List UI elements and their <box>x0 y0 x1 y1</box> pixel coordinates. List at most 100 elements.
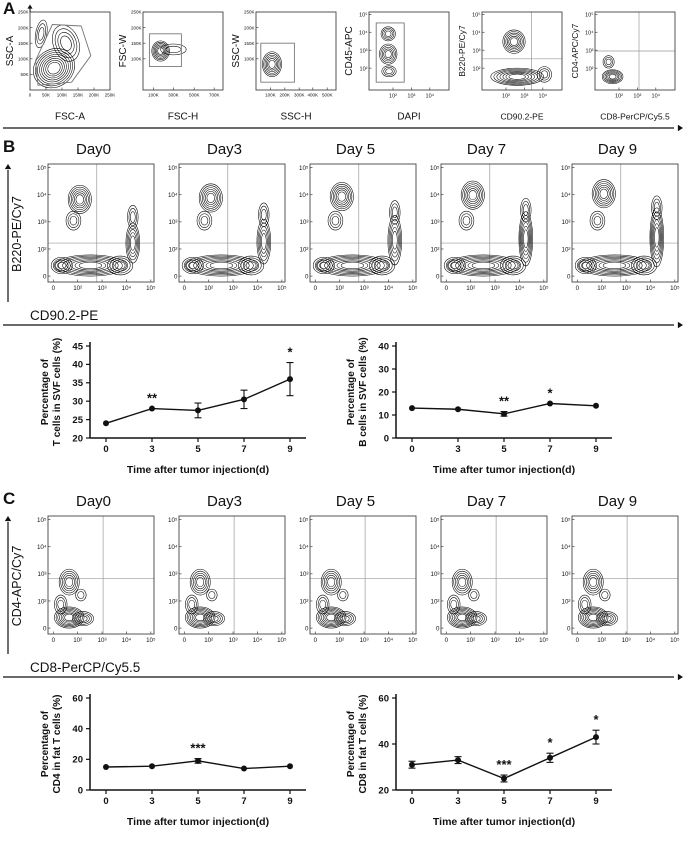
svg-text:10³: 10³ <box>431 219 440 226</box>
svg-text:10⁴: 10⁴ <box>515 285 525 292</box>
svg-text:40: 40 <box>72 360 83 371</box>
gate-outline <box>260 42 295 83</box>
svg-text:700K: 700K <box>209 93 220 98</box>
svg-text:10⁵: 10⁵ <box>472 11 480 18</box>
panel-a: A 0 50K 100K 150K 200K 250K 50K 100K 150K 200K 250… <box>0 0 685 134</box>
panel-a-x-axis-arrow <box>3 124 683 132</box>
svg-text:10⁵: 10⁵ <box>539 285 549 292</box>
chart-cd4-fat-t: 0 20 40 60 0 3 5 7 9 *** Percentage of CD4 in fat T… <box>34 686 314 838</box>
svg-text:10⁵: 10⁵ <box>277 285 287 292</box>
tick-labels: 0 10² 10³ 10⁴ 10⁵ 0 10² 10³ 10⁴ 10⁵ <box>299 165 418 292</box>
svg-text:10⁴: 10⁴ <box>646 637 656 644</box>
chart-y-label: Percentage of <box>346 358 357 425</box>
day-header: Day 7 <box>466 492 507 510</box>
svg-text:100K: 100K <box>265 93 276 98</box>
tick-labels: 0 10² 10³ 10⁴ 10⁵ 0 10² 10³ 10⁴ 10⁵ <box>430 165 549 292</box>
tick-labels: 0 10² 10³ 10⁴ 10⁵ 0 10² 10³ 10⁴ 10⁵ <box>37 165 156 292</box>
svg-text:150K: 150K <box>18 41 29 46</box>
tick-labels: 10² 10³ 10⁴ 10² 10³ 10⁴ 10⁵ <box>472 11 548 99</box>
x-axis-arrow <box>3 673 683 681</box>
contour-population <box>379 26 398 78</box>
x-axis-label: CD90.2-PE <box>501 112 544 122</box>
svg-text:300K: 300K <box>294 93 305 98</box>
x-axis-label: DAPI <box>397 112 420 123</box>
y-axis-label: CD45-APC <box>344 26 355 75</box>
contour-population <box>316 568 356 629</box>
contour-population <box>601 55 624 85</box>
panel-a-label: A <box>3 0 16 18</box>
panel-c-charts: 0 20 40 60 0 3 5 7 9 *** Percentage of CD4 in fat T… <box>0 686 685 838</box>
flow-plot: 0 10² 10³ 10⁴ 10⁵ 0 10² 10³ 10⁴ 10⁵ <box>299 515 418 644</box>
svg-text:***: *** <box>496 757 512 772</box>
panel-c-flow-row: 0 10² 10³ 10⁴ 10⁵ 0 10² 10³ 10⁴ 10⁵ 0 10² 10³ 10⁴ 10⁵ 0… <box>28 512 683 660</box>
y-axis-arrow <box>4 516 12 654</box>
svg-text:*: * <box>547 386 553 401</box>
svg-text:10²: 10² <box>204 285 213 292</box>
flow-plot: 0 10² 10³ 10⁴ 10⁵ 0 10² 10³ 10⁴ 10⁵ <box>37 163 156 292</box>
svg-text:10⁵: 10⁵ <box>299 517 309 524</box>
quadrant-gate <box>441 164 547 282</box>
svg-text:0: 0 <box>409 444 414 455</box>
svg-text:40: 40 <box>378 739 389 750</box>
svg-text:30: 30 <box>72 397 83 408</box>
svg-text:25: 25 <box>72 415 83 426</box>
svg-text:10⁴: 10⁴ <box>253 285 263 292</box>
plot-frame <box>47 163 155 283</box>
svg-text:400K: 400K <box>308 93 319 98</box>
svg-text:0: 0 <box>576 285 580 292</box>
svg-text:10⁴: 10⁴ <box>515 637 525 644</box>
contour-population <box>443 180 533 277</box>
svg-text:200K: 200K <box>280 93 291 98</box>
svg-text:10⁴: 10⁴ <box>652 93 661 100</box>
contour-population <box>262 51 282 78</box>
svg-text:10⁵: 10⁵ <box>359 11 367 18</box>
panel-c-flow-strip: CD4-APC/Cy7 0 10² 10³ 10⁴ 10⁵ 0 10² 10³ 10⁴ 10⁵ 0 1… <box>0 512 685 660</box>
svg-text:250K: 250K <box>131 10 142 15</box>
panel-c: C Day0 Day3 Day 5 Day 7 Day 9 CD4-APC/Cy… <box>0 489 685 838</box>
flow-plot: 100K 300K 500K 700K 100K 150K 200K 250K FSC-W FSC… <box>118 10 224 122</box>
svg-text:10²: 10² <box>38 598 47 605</box>
svg-text:10²: 10² <box>335 285 344 292</box>
svg-text:60: 60 <box>378 693 389 704</box>
svg-text:10⁴: 10⁴ <box>122 637 132 644</box>
plot-frame <box>571 163 679 283</box>
svg-text:500K: 500K <box>322 93 333 98</box>
svg-text:100K: 100K <box>18 57 29 62</box>
tick-labels: 0 10² 10³ 10⁴ 10⁵ 0 10² 10³ 10⁴ 10⁵ <box>168 165 287 292</box>
svg-text:0: 0 <box>29 93 32 98</box>
flow-plot: 10² 10³ 10⁴ 10² 10³ 10⁴ 10⁵ B220-PE/Cy7 CD90.2-P… <box>457 11 563 122</box>
svg-text:10⁴: 10⁴ <box>122 285 132 292</box>
svg-text:10³: 10³ <box>562 571 571 578</box>
panel-b-day-header-row: B Day0 Day3 Day 5 Day 7 Day 9 <box>0 137 685 160</box>
svg-text:10²: 10² <box>597 637 606 644</box>
y-axis-label: SSC-A <box>5 35 16 66</box>
svg-text:10⁵: 10⁵ <box>561 517 571 524</box>
svg-text:7: 7 <box>547 444 552 455</box>
plot-frame <box>29 11 111 91</box>
flow-plot: 0 50K 100K 150K 200K 250K 50K 100K 150K 200K 250K S… <box>5 4 115 122</box>
plot-frame <box>255 11 337 91</box>
svg-text:0: 0 <box>183 637 187 644</box>
svg-text:0: 0 <box>103 796 108 807</box>
svg-text:10³: 10³ <box>300 571 309 578</box>
svg-text:10²: 10² <box>73 285 82 292</box>
contour-population <box>54 568 94 629</box>
contour-population <box>50 184 140 277</box>
svg-text:10²: 10² <box>300 598 309 605</box>
svg-text:35: 35 <box>72 378 83 389</box>
significance-marks: *** <box>499 386 554 409</box>
panel-c-y-axis: CD4-APC/Cy7 <box>0 512 28 660</box>
contour-population <box>490 29 552 86</box>
y-axis-label: B220-PE/Cy7 <box>457 25 467 77</box>
svg-text:40: 40 <box>378 341 389 352</box>
svg-text:7: 7 <box>241 444 246 455</box>
svg-text:0: 0 <box>576 637 580 644</box>
svg-text:10⁵: 10⁵ <box>37 517 47 524</box>
svg-text:9: 9 <box>593 444 598 455</box>
significance-marks: ***** <box>496 712 599 772</box>
svg-text:0: 0 <box>103 444 108 455</box>
svg-text:100K: 100K <box>57 93 68 98</box>
x-axis-arrow <box>3 321 683 329</box>
